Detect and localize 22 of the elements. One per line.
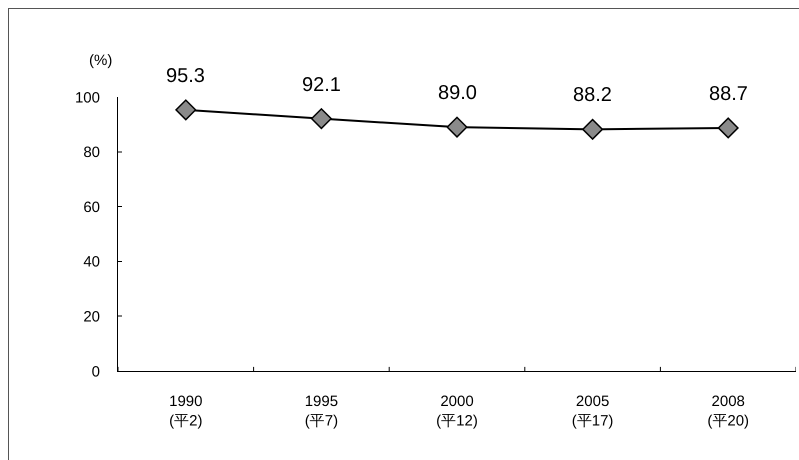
x-tick-label: 2000 (平12)	[436, 393, 478, 430]
x-tick-label: 1990 (平2)	[169, 393, 202, 430]
y-tick-label: 40	[83, 254, 100, 271]
y-tick-label: 100	[74, 89, 100, 106]
point	[582, 118, 604, 140]
data-label: 89.0	[438, 82, 477, 104]
data-label: 92.1	[302, 74, 341, 96]
x-tick-label: 2005 (平17)	[572, 393, 614, 430]
y-axis-title: (%)	[89, 52, 112, 69]
point	[718, 117, 739, 138]
data-label: 88.2	[573, 84, 612, 106]
point	[310, 108, 332, 130]
y-tick-label: 20	[83, 308, 100, 326]
data-label: 95.3	[166, 65, 205, 87]
y-tick-label: 60	[83, 198, 100, 216]
point	[446, 116, 468, 138]
x-tick-label: 1995 (平7)	[304, 393, 338, 430]
y-tick-label: 80	[83, 144, 100, 162]
point	[175, 99, 196, 120]
x-tick-label: 2008 (平20)	[707, 393, 750, 430]
data-label: 88.7	[709, 83, 748, 105]
y-tick-label: 0	[92, 363, 100, 380]
